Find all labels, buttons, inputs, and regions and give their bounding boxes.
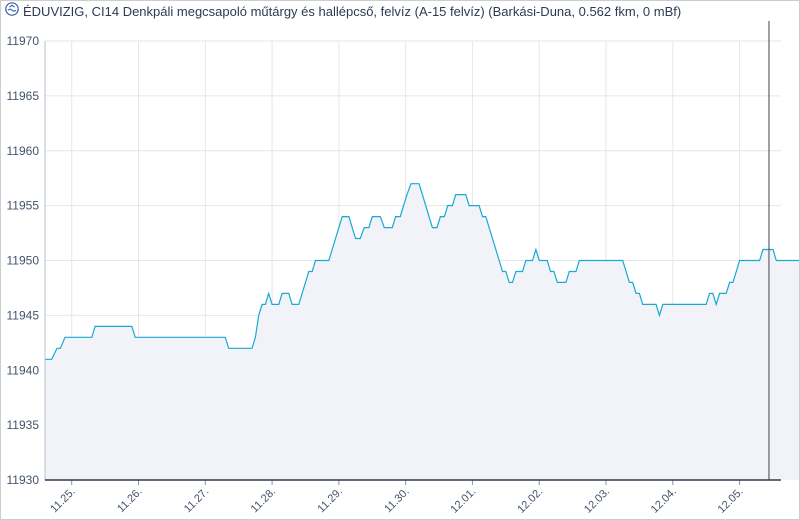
y-tick-label: 11965	[7, 89, 40, 103]
y-tick-label: 11930	[7, 473, 40, 487]
y-tick-label: 11970	[7, 34, 40, 48]
x-tick-label: 12.01.	[448, 486, 478, 516]
x-tick-label: 11.26.	[115, 486, 145, 516]
x-tick-label: 11.28.	[249, 486, 279, 516]
title-bar: ÉDUVIZIG, CI14 Denkpáli megcsapoló műtár…	[1, 1, 799, 21]
x-tick-label: 12.02.	[515, 486, 545, 516]
eduvizig-logo-icon	[5, 1, 19, 21]
y-tick-label: 11960	[7, 144, 40, 158]
x-tick-label: 12.04.	[649, 486, 679, 516]
y-tick-label: 11955	[7, 199, 40, 213]
y-tick-label: 11950	[7, 254, 40, 268]
series-area	[45, 183, 799, 480]
chart-title: ÉDUVIZIG, CI14 Denkpáli megcsapoló műtár…	[23, 3, 682, 19]
x-tick-label: 11.25.	[48, 486, 78, 516]
x-tick-label: 11.27.	[182, 486, 212, 516]
x-tick-label: 12.05.	[716, 486, 746, 516]
x-tick-label: 11.29.	[315, 486, 345, 516]
y-tick-label: 11935	[7, 418, 40, 432]
x-tick-label: 12.03.	[582, 486, 612, 516]
series-line[interactable]	[45, 183, 799, 360]
x-tick-label: 11.30.	[382, 486, 412, 516]
y-tick-label: 11945	[7, 308, 40, 322]
y-tick-label: 11940	[7, 363, 40, 377]
